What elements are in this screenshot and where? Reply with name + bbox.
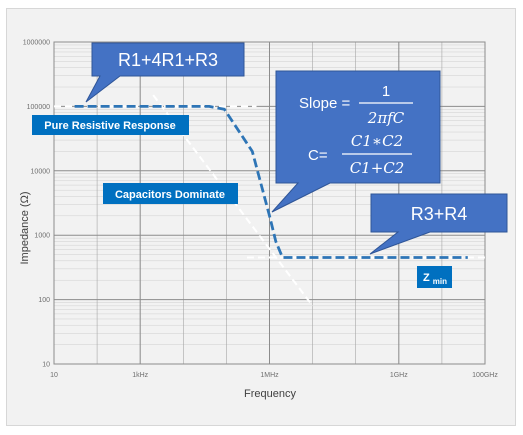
zmin-box <box>417 266 452 288</box>
callout-slope-formula: Slope = 1 2πfC C= C1∗C2 C1+C2 <box>271 70 441 213</box>
x-tick-label: 10 <box>50 372 58 379</box>
zmin-label: Z min <box>417 266 452 288</box>
slope-label: Slope = <box>299 95 351 112</box>
callout-right-text: R3+R4 <box>411 204 468 224</box>
x-tick-label: 1kHz <box>132 372 148 379</box>
slope-numerator: 1 <box>382 83 390 100</box>
zmin-text: Z min <box>423 272 447 286</box>
x-tick-label: 1MHz <box>260 372 279 379</box>
impedance-curve <box>74 105 468 259</box>
callout-right-shape <box>369 193 508 255</box>
callout-right: R3+R4 <box>369 193 508 255</box>
callout-top-text: R1+4R1+R3 <box>118 50 218 70</box>
c-label: C= <box>308 147 328 164</box>
c-numerator: C1∗C2 <box>351 132 403 150</box>
x-tick-label: 100GHz <box>472 372 498 379</box>
pure-resistive-text: Pure Resistive Response <box>44 120 175 132</box>
pure-resistive-label: Pure Resistive Response <box>32 115 189 135</box>
y-tick-label: 1000 <box>34 233 50 240</box>
impedance-curve-group <box>74 105 468 259</box>
pure-resistive-box <box>32 115 189 135</box>
x-axis-title: Frequency <box>244 388 296 400</box>
capacitors-dominate-box <box>103 183 238 204</box>
y-tick-label: 10000 <box>31 168 51 175</box>
y-tick-label: 100 <box>38 297 50 304</box>
x-tick-label: 1GHz <box>390 372 408 379</box>
y-axis-title: Impedance (Ω) <box>19 191 31 264</box>
callout-top-shape <box>85 42 245 103</box>
y-tick-label: 10 <box>42 362 50 369</box>
y-tick-label: 1000000 <box>23 40 50 47</box>
capacitors-dominate-label: Capacitors Dominate <box>103 183 238 204</box>
y-tick-label: 100000 <box>27 104 50 111</box>
capacitors-dominate-text: Capacitors Dominate <box>115 189 225 201</box>
c-denominator: C1+C2 <box>350 159 405 177</box>
zmin-subscript: min <box>433 277 447 286</box>
callout-slope-shape <box>271 70 441 213</box>
callout-top: R1+4R1+R3 <box>85 42 245 103</box>
zmin-main: Z <box>423 272 430 284</box>
slope-denominator: 2πfC <box>367 109 405 127</box>
